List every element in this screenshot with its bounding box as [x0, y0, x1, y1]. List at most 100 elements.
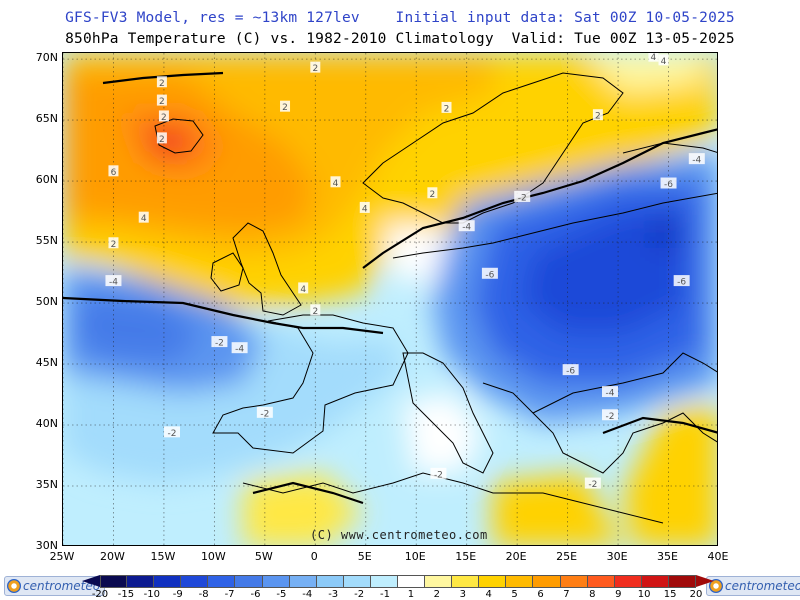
contour-label: 2 [156, 132, 167, 145]
svg-text:-6: -6 [566, 367, 575, 377]
colorbar-swatch [587, 575, 615, 588]
colorbar-tick-label: -7 [224, 589, 235, 600]
colorbar-swatch [343, 575, 371, 588]
colorbar-tick-label: -5 [276, 589, 287, 600]
zero-contour [63, 71, 717, 505]
colorbar-tick-label: -2 [354, 589, 365, 600]
logo-icon [7, 579, 21, 593]
longitude-label: 5E [357, 550, 372, 563]
svg-text:-4: -4 [462, 223, 471, 233]
longitude-label: 25E [556, 550, 578, 563]
contour-label: -2 [584, 477, 601, 490]
longitude-label: 10W [200, 550, 226, 563]
colorbar-tick-label: 9 [615, 589, 622, 600]
colorbar-tick-label: -8 [198, 589, 209, 600]
longitude-label: 30E [606, 550, 628, 563]
colorbar-tick-label: -20 [91, 589, 109, 600]
contour-label: 4 [298, 282, 309, 295]
latitude-label: 50N [35, 295, 58, 309]
contour-label: 4 [648, 53, 659, 63]
colorbar-tick-label: 6 [537, 589, 544, 600]
colorbar-tick-label: -10 [143, 589, 160, 600]
title-line-model: GFS-FV3 Model, res = ~13km 127lev Initia… [65, 10, 735, 26]
contour-label: 2 [310, 304, 321, 317]
svg-text:2: 2 [282, 103, 288, 113]
svg-text:2: 2 [161, 113, 167, 123]
colorbar-tick-label: 4 [485, 589, 492, 600]
contour-label: -4 [602, 386, 619, 399]
colorbar-swatch [668, 575, 696, 588]
contour-label: -2 [163, 426, 180, 439]
svg-text:-6: -6 [485, 270, 494, 280]
svg-text:2: 2 [159, 135, 165, 145]
contour-label: -6 [673, 275, 690, 288]
contour-label: -4 [458, 220, 475, 233]
longitude-label: 10E [404, 550, 426, 563]
svg-text:-4: -4 [606, 389, 615, 399]
contour-label: 2 [280, 100, 291, 113]
latitude-label: 70N [35, 51, 58, 65]
colorbar-swatch [506, 575, 534, 588]
longitude-label: 20W [100, 550, 125, 563]
svg-text:2: 2 [312, 307, 318, 317]
colorbar-tick-label: -3 [328, 589, 339, 600]
colorbar-swatch [398, 575, 426, 588]
latitude-label: 55N [35, 234, 58, 248]
svg-text:-6: -6 [664, 180, 673, 190]
contour-label: -6 [562, 364, 579, 377]
colorbar-swatch [208, 575, 236, 588]
colorbar-tick-label: 3 [459, 589, 466, 600]
colorbar-swatch [452, 575, 480, 588]
contour-label: -2 [514, 190, 531, 203]
longitude-label: 15W [150, 550, 176, 563]
svg-text:2: 2 [111, 240, 117, 250]
contour-label: 2 [156, 76, 167, 89]
logo-text: centrometeo [23, 579, 101, 593]
svg-text:-2: -2 [434, 470, 443, 480]
svg-text:-4: -4 [109, 278, 118, 288]
contour-label: -2 [256, 406, 273, 419]
svg-text:-6: -6 [677, 278, 686, 288]
contour-label: 6 [108, 165, 119, 178]
contour-label: 4 [330, 176, 341, 189]
colorbar-swatch [560, 575, 588, 588]
latitude-label: 30N [35, 539, 58, 552]
copyright-text: (C) www.centrometeo.com [310, 528, 488, 542]
colorbar-swatch [641, 575, 669, 588]
colorbar-swatch [479, 575, 507, 588]
contour-label: 4 [359, 201, 370, 214]
colorbar-tick-label: 20 [689, 589, 703, 600]
contour-label: 4 [658, 54, 669, 67]
svg-text:4: 4 [333, 179, 339, 189]
colorbar-swatch [614, 575, 642, 588]
colorbar-swatch [100, 575, 128, 588]
contour-label: 2 [156, 94, 167, 107]
contour-label: -4 [231, 342, 248, 355]
logo-right: centrometeo [706, 576, 800, 596]
logo-text: centrometeo [725, 579, 800, 593]
colorbar-swatch [289, 575, 317, 588]
longitude-label: 25W [49, 550, 75, 563]
svg-text:4: 4 [651, 53, 657, 63]
svg-text:2: 2 [430, 190, 436, 200]
colorbar-swatch [316, 575, 344, 588]
contour-label: -4 [688, 153, 705, 166]
longitude-label: 5W [254, 550, 273, 563]
svg-text:-2: -2 [588, 480, 597, 490]
contour-label: -6 [481, 267, 498, 280]
latitude-label: 45N [35, 356, 58, 370]
svg-text:-4: -4 [692, 156, 701, 166]
colorbar-swatch [370, 575, 398, 588]
colorbar-arrow-right [696, 575, 714, 587]
longitude-label: 35E [657, 550, 678, 563]
svg-text:-2: -2 [260, 409, 269, 419]
contour-label: 4 [138, 211, 149, 224]
longitude-label: 40E [707, 550, 729, 563]
svg-text:-4: -4 [235, 345, 244, 355]
colorbar-swatch [533, 575, 561, 588]
contour-label: -2 [602, 409, 619, 422]
latitude-label: 65N [35, 112, 58, 126]
svg-text:-2: -2 [215, 339, 224, 349]
contour-label: -2 [430, 467, 447, 480]
